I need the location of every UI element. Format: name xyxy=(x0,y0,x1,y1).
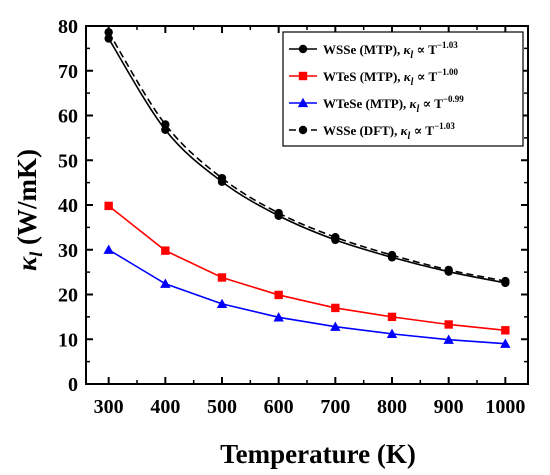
legend-label: WTeSe (MTP), κl ∝ T−0.99 xyxy=(323,94,464,115)
data-point xyxy=(331,303,340,313)
y-tick-label: 10 xyxy=(58,329,78,351)
y-tick-label: 20 xyxy=(58,285,78,307)
legend-label: WSSe (DFT), κl ∝ T−1.03 xyxy=(323,121,455,142)
y-tick-label: 0 xyxy=(68,374,78,396)
data-point xyxy=(443,334,454,344)
data-point xyxy=(444,265,453,275)
data-point xyxy=(274,208,283,218)
data-point xyxy=(104,28,113,37)
axes: 300 400 500 600 700 800 900 1000 0 10 20 30 40 50 60 70… xyxy=(58,16,529,418)
y-tick-label: 80 xyxy=(58,16,78,38)
data-point xyxy=(160,278,171,288)
legend-marker xyxy=(298,71,308,81)
x-tick-label: 600 xyxy=(264,396,294,418)
legend-label: WTeS (MTP), κl ∝ T−1.00 xyxy=(323,67,459,88)
data-point xyxy=(216,298,228,309)
y-tick-label: 70 xyxy=(58,61,78,83)
data-point xyxy=(501,326,510,335)
legend-item: WSSe (DFT), κl ∝ T−1.03 xyxy=(289,121,455,142)
legend-marker xyxy=(297,97,309,108)
y-tick-label: 30 xyxy=(58,240,78,262)
data-point xyxy=(444,320,453,329)
legend-label: WSSe (MTP), κl ∝ T−1.03 xyxy=(323,40,458,61)
data-point xyxy=(217,273,227,282)
y-axis-subscript: l xyxy=(26,252,46,257)
legend-box xyxy=(282,31,524,147)
data-point xyxy=(387,250,397,260)
x-tick-label: 1000 xyxy=(485,396,525,418)
series-4 xyxy=(104,28,510,286)
series-3 xyxy=(103,244,511,348)
legend-item: WTeSe (MTP), κl ∝ T−0.99 xyxy=(289,94,464,115)
data-point xyxy=(330,321,341,331)
legend-marker xyxy=(298,44,308,54)
data-point xyxy=(500,338,511,348)
data-point xyxy=(501,276,510,286)
data-point xyxy=(161,246,170,255)
data-point xyxy=(274,290,283,300)
series-layer xyxy=(103,28,511,348)
x-tick-label: 800 xyxy=(377,396,407,418)
data-point xyxy=(273,312,284,322)
y-axis-title: κl (W/mK) xyxy=(12,149,46,271)
data-point xyxy=(386,328,398,339)
data-point xyxy=(331,233,340,242)
y-tick-label: 50 xyxy=(58,150,78,172)
x-tick-label: 900 xyxy=(434,396,464,418)
y-axis-symbol: κ xyxy=(12,256,42,271)
data-point xyxy=(387,312,397,322)
y-axis-unit: (W/mK) xyxy=(12,149,42,252)
legend-marker xyxy=(298,125,308,135)
y-tick-label: 60 xyxy=(58,106,78,128)
series-line xyxy=(108,205,506,332)
x-tick-label: 700 xyxy=(320,396,350,418)
data-point xyxy=(103,244,114,254)
x-tick-label: 400 xyxy=(150,396,180,418)
legend-item: WSSe (MTP), κl ∝ T−1.03 xyxy=(289,40,458,61)
y-tick-label: 40 xyxy=(58,195,78,217)
x-tick-label: 300 xyxy=(94,396,124,418)
x-axis-title: Temperature (K) xyxy=(220,439,416,469)
series-2 xyxy=(104,201,510,335)
data-point xyxy=(161,120,170,129)
legend: WSSe (MTP), κl ∝ T−1.03 WTeS (MTP), κl ∝ … xyxy=(282,31,524,147)
series-line xyxy=(107,31,506,282)
series-line xyxy=(108,249,506,345)
legend-item: WTeS (MTP), κl ∝ T−1.00 xyxy=(289,67,459,88)
data-point xyxy=(104,201,113,211)
x-tick-label: 500 xyxy=(207,396,237,418)
data-point xyxy=(217,173,227,183)
